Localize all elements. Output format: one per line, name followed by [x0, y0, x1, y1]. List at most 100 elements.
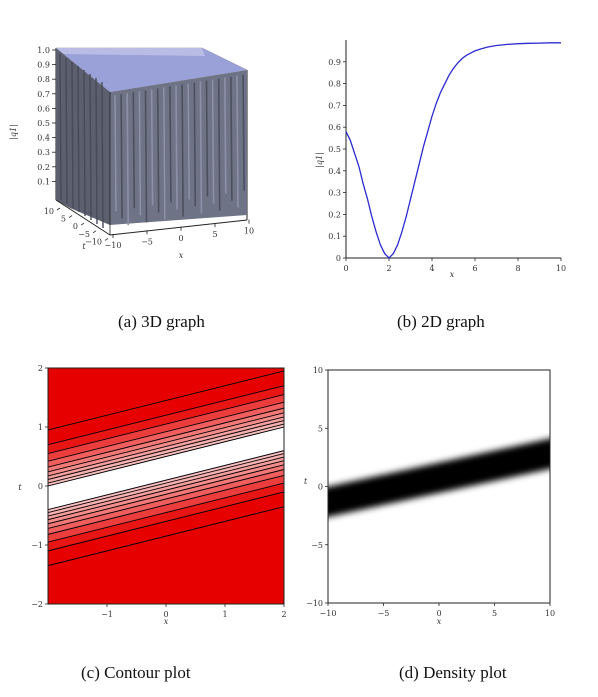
contour-line: [48, 482, 284, 543]
line-2d-plot: 0 0.1 0.2 0.3 0.4 0.5 0.6 0.7 0.8 0.9 0 2 4 6 8 10 |q1|…: [315, 40, 566, 279]
contour-line: [48, 401, 284, 462]
x-tick-label: 6: [472, 264, 477, 273]
z-tick-label: 1.0: [37, 46, 50, 55]
x-tick-label: −10: [105, 241, 122, 250]
y-tick-label: 0.4: [328, 167, 341, 176]
t-tick: [80, 222, 85, 226]
contour-line: [48, 416, 284, 477]
surface-strip: [169, 86, 172, 203]
surface-3d-plot: 1.00.90.80.70.60.50.40.30.20.1 −10 −5 0 5 10…: [9, 46, 254, 260]
y-tick-label: 0.2: [328, 210, 341, 219]
contour-line: [48, 370, 284, 431]
surface-strip: [175, 85, 178, 210]
x-tick-label: −10: [320, 609, 337, 618]
x-tick-label: 10: [244, 227, 254, 236]
contour-band: [48, 427, 284, 510]
contour-line: [48, 491, 284, 552]
y-tick-label: −2: [31, 600, 43, 609]
y-tick-label: 10: [313, 366, 323, 375]
contour-band: [48, 412, 284, 476]
contour-band: [48, 506, 284, 604]
contour-line: [48, 460, 284, 521]
surface-strip: [193, 82, 197, 207]
surface-strip: [132, 92, 136, 209]
contour-band: [48, 385, 284, 454]
surface-strip: [138, 91, 142, 216]
x-tick-label: 5: [492, 609, 497, 618]
z-tick-label: 0.2: [37, 163, 50, 172]
x-tick-label: 2: [281, 610, 286, 619]
contour-line: [48, 450, 284, 511]
x-tick-label: 0: [163, 610, 168, 619]
contour-band: [48, 450, 284, 513]
z-tick-label: 0.5: [37, 119, 50, 128]
z-tick-label: 0.8: [37, 75, 50, 84]
x-tick-label: 2: [386, 264, 391, 273]
t-tick-label: 5: [61, 215, 66, 224]
surface-strip: [120, 94, 123, 219]
surface-strip: [230, 76, 233, 201]
surface-strip: [59, 53, 62, 201]
y-tick-label: 2: [38, 364, 43, 373]
surface-strip: [71, 61, 74, 209]
contour-band: [48, 457, 284, 520]
contour-band: [48, 464, 284, 529]
contour-line: [48, 394, 284, 454]
contour-band: [48, 420, 284, 484]
surface-strip: [144, 90, 148, 223]
y-tick-label: −10: [306, 599, 323, 608]
x-tick-label: 0: [436, 609, 441, 618]
surface-strip: [181, 84, 184, 217]
y-tick-label: 0.9: [328, 58, 341, 67]
t-tick: [104, 238, 109, 241]
surface-top: [56, 48, 247, 92]
y-tick-label: 1: [38, 423, 43, 432]
surface-strip: [205, 80, 209, 197]
x-tick-label: 0: [178, 234, 183, 243]
caption-contour-plot: (c) Contour plot: [81, 663, 191, 682]
z-tick-label: 0.3: [37, 148, 50, 157]
contour-band: [48, 416, 284, 480]
x-axis-label: x: [450, 270, 455, 279]
contour-line: [48, 469, 284, 529]
surface-strip: [126, 93, 129, 226]
x-tick-label: 8: [515, 264, 520, 273]
t-axis-label: t: [18, 483, 22, 492]
x-tick-label: 0: [343, 264, 348, 273]
z-tick-label: 0.6: [37, 104, 50, 113]
x-tick-label: 10: [545, 609, 555, 618]
x-tick-label: 10: [556, 264, 566, 273]
contour-band: [48, 475, 284, 543]
surface-strip: [114, 95, 117, 212]
surface-strip: [150, 89, 154, 206]
surface-strip: [242, 74, 245, 191]
contour-line: [48, 423, 284, 484]
contour-band: [48, 469, 284, 535]
y-tick-label: 0: [38, 482, 43, 491]
contour-band: [48, 402, 284, 468]
contour-band: [48, 394, 284, 462]
contour-band: [48, 453, 284, 517]
z-tick-label: 0.1: [37, 177, 50, 186]
surface-strip: [83, 69, 86, 217]
z-tick-label: 0.7: [37, 90, 50, 99]
y-tick-label: −5: [311, 541, 323, 550]
surface-front: [110, 70, 247, 225]
surface-strip: [156, 88, 160, 213]
y-tick-label: 0: [336, 254, 341, 263]
surface-strip: [65, 57, 68, 205]
contour-line: [48, 464, 284, 525]
caption-3d-graph: (a) 3D graph: [118, 312, 205, 331]
y-tick-label: 5: [318, 424, 323, 433]
t-tick: [56, 207, 61, 211]
contour-band: [48, 424, 284, 486]
x-axis-label: x: [179, 251, 184, 260]
surface-strip: [187, 83, 190, 200]
contour-band: [48, 370, 284, 445]
t-tick: [92, 230, 97, 234]
contour-line: [48, 420, 284, 480]
surface-strip: [236, 75, 239, 208]
y-tick-label: 0: [318, 483, 323, 492]
surface-strip: [224, 77, 227, 194]
y-tick-label: 0.8: [328, 80, 341, 89]
